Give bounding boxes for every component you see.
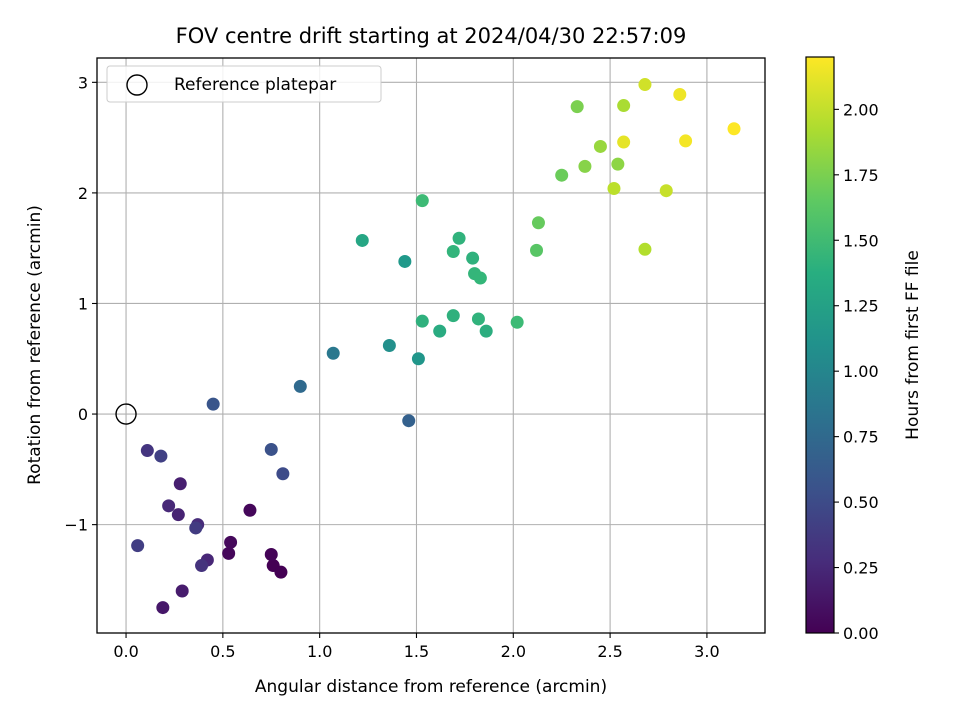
plot-area [96,57,766,634]
colorbar-label: Hours from first FF file [903,250,923,440]
x-tick-label: 2.5 [597,642,622,661]
data-points [131,78,741,615]
data-point [402,414,416,428]
data-point [415,314,429,328]
data-point [276,467,290,481]
x-tick-label: 2.0 [501,642,526,661]
data-point [679,134,693,148]
y-tick-label: 3 [78,73,88,92]
data-point [224,535,238,549]
x-tick-label: 1.5 [404,642,429,661]
y-tick-label: 1 [78,294,88,313]
data-point [531,216,545,230]
data-point [659,184,673,198]
y-axis-label: Rotation from reference (arcmin) [25,205,45,485]
plot-frame [96,57,766,634]
reference-layer [115,403,137,425]
data-point [398,254,412,268]
data-point [607,181,621,195]
colorbar-tick-label: 0.00 [843,624,879,643]
data-point [264,547,278,561]
colorbar-gradient [805,56,835,634]
data-point [555,168,569,182]
data-point [727,122,741,136]
data-point [156,601,170,615]
data-point [173,477,187,491]
data-point [411,352,425,366]
data-point [274,565,288,579]
data-point [466,251,480,265]
legend: Reference platepar [106,65,382,103]
data-point [326,346,340,360]
data-point [264,442,278,456]
data-point [593,139,607,153]
data-point [222,546,236,560]
colorbar-tick-label: 1.75 [843,166,879,185]
data-point [611,157,625,171]
legend-entry-reference-platepar: Reference platepar [174,75,336,95]
data-point [189,521,203,535]
legend-box [106,65,382,103]
data-point [433,324,447,338]
y-tick-label: 2 [78,184,88,203]
data-point [530,243,544,257]
data-point [510,315,524,329]
data-point [446,245,460,259]
colorbar-ticks: 0.00 0.25 0.50 0.75 1.00 1.25 1.50 1.75 2.00 [834,100,879,643]
data-point [140,444,154,458]
colorbar-tick-label: 0.50 [843,493,879,512]
data-point [570,100,584,114]
x-axis-ticks: 0.0 0.5 1.0 1.5 2.0 2.5 3.0 [113,633,720,661]
y-tick-label: −1 [64,516,88,535]
data-point [617,99,631,113]
data-point [171,508,185,522]
x-tick-label: 0.5 [210,642,235,661]
data-point [452,231,466,245]
data-point [131,539,145,553]
colorbar-tick-label: 0.75 [843,428,879,447]
data-point [415,194,429,208]
x-axis-label: Angular distance from reference (arcmin) [255,677,607,697]
colorbar-tick-label: 2.00 [843,100,879,119]
y-axis-ticks: −1 0 1 2 3 [64,73,97,535]
data-point [206,397,220,411]
data-point [578,159,592,173]
colorbar-tick-label: 1.50 [843,231,879,250]
data-point [154,449,168,463]
data-point [162,499,176,513]
data-point [446,309,460,323]
data-point [243,503,257,517]
data-point [673,87,687,101]
data-point [638,78,652,92]
colorbar: 0.00 0.25 0.50 0.75 1.00 1.25 1.50 1.75 2.00 Hou… [805,56,923,643]
grid [97,58,765,633]
data-point [195,559,209,573]
colorbar-tick-label: 1.00 [843,362,879,381]
y-tick-label: 0 [78,405,88,424]
reference-platepar-marker [115,403,137,425]
x-tick-label: 0.0 [113,642,138,661]
legend-marker-reference [126,74,148,96]
data-point [175,584,189,598]
x-tick-label: 1.0 [307,642,332,661]
chart-title: FOV centre drift starting at 2024/04/30 … [176,24,687,48]
data-point [617,135,631,149]
data-point [382,339,396,352]
data-point [293,379,307,393]
data-point [471,312,485,326]
data-point [479,324,493,338]
data-point [638,242,652,256]
colorbar-tick-label: 1.25 [843,297,879,316]
x-tick-label: 3.0 [694,642,719,661]
data-point [473,271,487,285]
colorbar-tick-label: 0.25 [843,559,879,578]
data-point [355,233,369,247]
